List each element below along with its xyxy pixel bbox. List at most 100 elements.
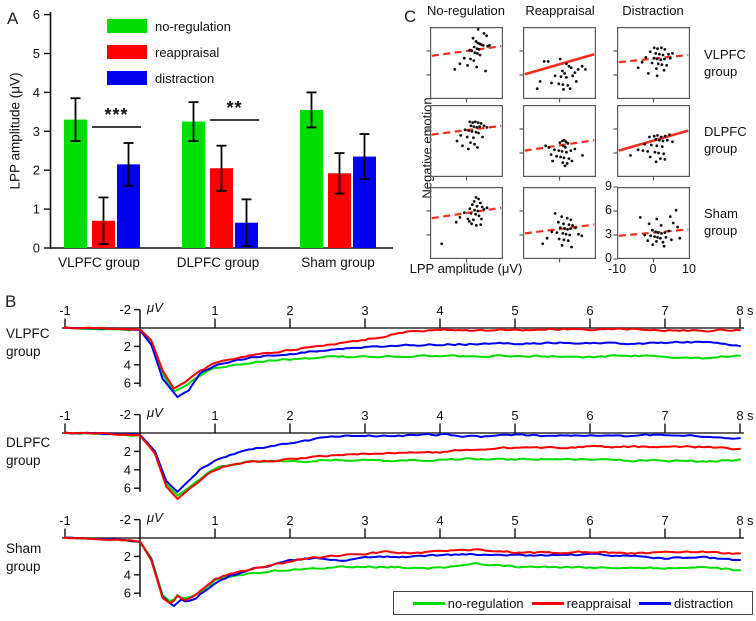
scatter-cell-row1-col2 [613,105,691,181]
distraction-swatch [107,71,147,85]
panel-b-label: B [5,292,17,311]
scatter-cell-row0-col2 [613,27,691,103]
svg-text:-2: -2 [119,512,131,527]
svg-text:3: 3 [361,408,368,423]
scatter-col-header-no-regulation: No-regulation [426,3,506,18]
svg-text:-2: -2 [119,302,131,317]
scatter-xtick-10: 10 [682,262,696,276]
scatter-cell-row2-col0 [426,187,504,263]
no-regulation-swatch [107,19,147,33]
scatter-ytick-3: 3 [605,227,612,241]
scatter-xtick-neg10: -10 [607,262,627,276]
erp-plot-vlpfc: -2 2 4 6 -1 1 2 3 4 5 6 7 8 s [59,302,754,399]
svg-text:3: 3 [361,303,368,318]
significance-stars-vlpfc: *** [104,105,129,125]
bar-reappraisal-1 [210,168,233,248]
regression-line-dashed [524,139,595,152]
scatter-cell-row2-col2 [613,186,691,263]
svg-text:4: 4 [436,303,443,318]
regression-line-dashed [431,124,502,136]
erp-curve-distraction [64,326,741,399]
svg-text:3: 3 [361,513,368,528]
svg-text:4: 4 [124,357,131,372]
category-label-sham: Sham group [301,255,375,270]
scatter-points [440,196,489,246]
erp-legend-label: reappraisal [566,595,631,611]
reappraisal-line-swatch [531,601,564,605]
svg-text:1: 1 [211,513,218,528]
category-label-vlpfc: VLPFC group [58,255,140,270]
erp-legend: no-regulation reappraisal distraction [393,591,753,615]
regression-line-dashed [524,223,595,235]
erp-group-label-vlpfc: VLPFC group [6,326,50,360]
bar-no-regulation-2 [300,109,323,248]
svg-text:2: 2 [286,513,293,528]
erp-plot-sham: -2 2 4 6 -1 1 2 3 4 5 6 7 8 s [59,512,754,607]
erp-legend-label: no-regulation [447,595,524,611]
svg-text:0: 0 [33,241,40,256]
svg-text:2: 2 [124,339,131,354]
erp-legend-item-distraction: distraction [638,595,734,611]
scatter-row-label-vlpfc: VLPFC group [704,47,746,79]
erp-curve-distraction [64,431,741,493]
erp-yunit-sham: μV [147,510,163,525]
svg-text:6: 6 [124,376,131,391]
scatter-xtick-0: 0 [649,262,657,276]
scatter-row-label-dlpfc: DLPFC group [704,124,747,156]
bar-reappraisal-2 [328,173,351,248]
erp-curve-reappraisal [64,326,741,390]
panel-a-label: A [7,9,19,28]
scatter-row-label-sham: Sham group [704,206,738,238]
legend-item-reappraisal: reappraisal [107,39,231,65]
erp-curve-reappraisal [64,431,741,500]
erp-curve-no-regulation [64,326,741,393]
svg-text:4: 4 [124,567,131,582]
erp-group-label-dlpfc: DLPFC group [6,435,51,469]
bar-chart-y-axis-label: LPP amplitude (μV) [7,72,23,190]
regression-line-solid [618,129,689,152]
svg-text:4: 4 [436,513,443,528]
svg-text:2: 2 [286,303,293,318]
scatter-points [638,208,682,248]
svg-text:6: 6 [586,408,593,423]
svg-text:4: 4 [124,462,131,477]
erp-legend-label: distraction [673,595,734,611]
scatter-points [541,212,584,249]
svg-text:1: 1 [211,408,218,423]
scatter-x-axis-label: LPP amplitude (μV) [409,261,523,276]
legend-label: reappraisal [155,44,220,60]
scatter-ytick-0: 0 [605,251,612,265]
scatter-points [453,28,491,73]
svg-text:8: 8 [736,303,743,318]
svg-text:2: 2 [124,549,131,564]
scatter-cell-row1-col1 [519,105,597,181]
svg-text:3: 3 [33,124,40,139]
svg-text:4: 4 [33,85,40,100]
scatter-points [636,46,674,78]
scatter-cell-row1-col0 [426,105,504,181]
significance-stars-dlpfc: ** [226,98,243,118]
bar-distraction-2 [353,156,376,248]
scatter-points [535,57,587,91]
erp-legend-item-no-regulation: no-regulation [412,595,524,611]
bar-chart-lpp-amplitude: 0 1 2 3 4 5 6 [33,7,393,256]
svg-text:1: 1 [33,202,40,217]
erp-legend-item-reappraisal: reappraisal [531,595,631,611]
svg-text:5: 5 [511,513,518,528]
svg-text:-2: -2 [119,407,131,422]
legend-item-no-regulation: no-regulation [107,13,231,39]
erp-plot-dlpfc: -2 2 4 6 -1 1 2 3 4 5 6 7 8 s [59,407,754,500]
regression-line-dashed [618,228,689,237]
svg-text:2: 2 [124,444,131,459]
erp-curve-no-regulation [64,431,741,497]
scatter-col-header-distraction: Distraction [622,3,684,18]
reappraisal-swatch [107,45,147,59]
bar-no-regulation-1 [182,121,205,248]
bar-distraction-0 [117,164,140,248]
scatter-points [455,120,489,151]
svg-text:6: 6 [124,481,131,496]
scatter-cell-row2-col1 [519,187,597,263]
scatter-ytick-6: 6 [605,203,612,217]
svg-text:6: 6 [33,7,40,22]
